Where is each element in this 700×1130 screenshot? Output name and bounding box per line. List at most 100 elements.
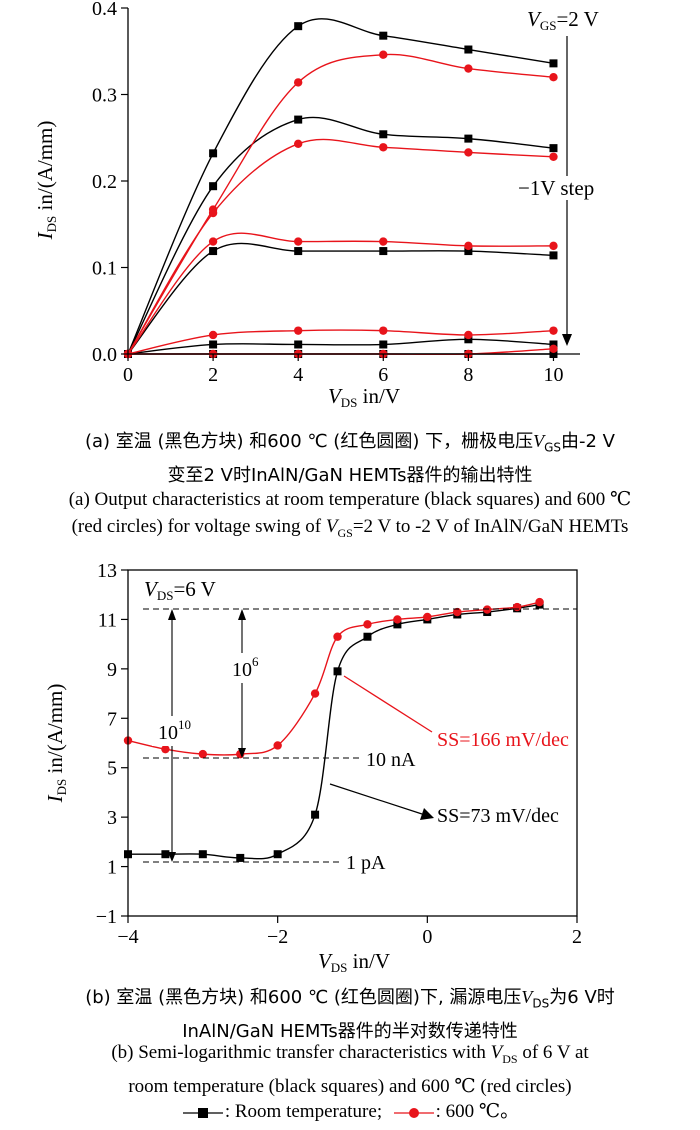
x-tick-label: −2: [267, 926, 288, 948]
y-tick-label: 5: [107, 758, 117, 780]
data-point-square: [333, 667, 342, 676]
caption-a-cn: (a) 室温 (黑色方块) 和600 ℃ (红色圆圈) 下，栅极电压VGS由-2…: [85, 431, 615, 486]
data-point-square: [198, 850, 207, 859]
legend-hot-label: : 600 ℃。: [435, 1101, 520, 1122]
data-point-square: [379, 340, 388, 349]
caption-a-en: (a) Output characteristics at room tempe…: [68, 489, 632, 540]
y-tick-label: 3: [107, 807, 117, 829]
data-point-square: [209, 247, 218, 256]
data-point-square: [549, 340, 558, 349]
legend-room-marker: [182, 1107, 223, 1118]
data-point-circle: [208, 237, 218, 246]
data-point-circle: [379, 326, 388, 335]
data-point-square: [209, 149, 218, 158]
y-tick-label: 0.1: [92, 258, 117, 280]
x-tick-label: 4: [293, 364, 303, 386]
data-point-square: [464, 45, 473, 54]
data-point-square: [549, 144, 558, 153]
data-point-circle: [549, 326, 558, 335]
data-point-square: [294, 115, 303, 124]
data-point-circle: [464, 64, 473, 73]
data-point-circle: [549, 73, 558, 82]
series-line-room-0: [127, 603, 540, 860]
data-point-circle: [483, 605, 492, 614]
ratio-small-bg: [228, 653, 264, 683]
data-point-circle: [535, 597, 544, 607]
x-tick-label: 2: [208, 364, 218, 386]
data-point-square: [311, 810, 320, 819]
data-point-square: [294, 247, 303, 256]
x-tick-label: 8: [463, 364, 473, 386]
data-point-circle: [549, 241, 558, 251]
step-label: −1V step: [518, 176, 594, 200]
y-tick-label: 0.2: [92, 171, 117, 193]
y-tick-label: 0.3: [92, 85, 117, 107]
data-point-circle: [208, 208, 218, 218]
data-point-circle: [379, 143, 388, 152]
data-point-square: [363, 632, 372, 641]
ss-hot-label: SS=166 mV/dec: [437, 729, 569, 751]
data-point-circle: [293, 139, 303, 149]
ratio-big-arrow-top: [168, 609, 176, 620]
ratio-big-label: 1010: [158, 717, 191, 744]
data-point-square: [464, 134, 473, 143]
data-point-circle: [208, 330, 218, 340]
caption-b-cn: (b) 室温 (黑色方块) 和600 ℃ (红色圆圈)下, 漏源电压VDS为6 …: [85, 987, 615, 1042]
output-characteristics-chart: 0 2 4 6 8 100.00.10.20.30.4 VGS=2 V −1V step …: [33, 0, 612, 410]
x-tick-label: −4: [117, 926, 138, 948]
data-point-square: [294, 22, 303, 31]
data-point-square: [464, 335, 473, 344]
y-axis-label: IDS in/(A/mm): [33, 121, 59, 241]
series-line-hot-7: [127, 232, 554, 355]
data-point-square: [549, 251, 558, 260]
data-point-circle: [379, 50, 388, 59]
data-point-circle: [512, 602, 522, 612]
data-point-circle: [464, 330, 473, 340]
x-tick-label: 2: [572, 926, 582, 948]
step-label-bg: [512, 176, 612, 200]
y-tick-label: 9: [107, 659, 117, 681]
data-point-circle: [363, 620, 372, 629]
level-1pa-label: 1 pA: [346, 852, 386, 874]
y-tick-label: 0.4: [92, 0, 117, 20]
y-tick-label: 11: [98, 609, 117, 631]
data-point-circle: [293, 78, 303, 87]
data-point-circle: [198, 749, 208, 759]
ratio-big-arrow-bottom: [168, 852, 176, 862]
data-point-circle: [549, 344, 558, 354]
data-point-square: [209, 182, 218, 191]
vgs-annotation: VGS=2 V: [527, 7, 599, 33]
ss-room-pointer: [329, 783, 423, 815]
data-point-circle: [549, 152, 558, 161]
y-tick-label: 13: [97, 560, 117, 582]
plot-frame: [127, 569, 578, 917]
data-point-square: [209, 340, 218, 349]
x-tick-label: 0: [123, 364, 133, 386]
data-point-circle: [453, 607, 462, 617]
x-tick-label: 10: [543, 364, 563, 386]
y-axis-label: IDS in/(A/mm): [43, 684, 69, 804]
series-line-room-0: [127, 18, 554, 355]
legend: : Room temperature; : 600 ℃。: [0, 1096, 700, 1123]
data-point-square: [294, 340, 303, 349]
y-tick-label: 1: [107, 857, 117, 879]
vds-annotation: VDS=6 V: [144, 577, 216, 603]
legend-room-label: : Room temperature;: [224, 1101, 383, 1122]
x-tick-label: 6: [378, 364, 388, 386]
data-point-circle: [293, 326, 303, 335]
series-line-hot-8: [127, 329, 554, 355]
series-line-room-2: [127, 242, 554, 355]
data-point-circle: [379, 237, 388, 246]
x-axis-label: VDS in/V: [318, 949, 390, 975]
series-line-room-3: [127, 338, 554, 355]
series-line-hot-5: [127, 53, 554, 355]
data-point-square: [161, 850, 170, 859]
ratio-small-label: 106: [232, 654, 259, 681]
data-point-circle: [464, 241, 473, 251]
data-point-square: [393, 620, 402, 629]
ss-room-arrow-head: [420, 808, 434, 820]
legend-hot-marker: [393, 1107, 434, 1118]
level-10na-label: 10 nA: [366, 749, 416, 771]
data-point-square: [379, 130, 388, 139]
